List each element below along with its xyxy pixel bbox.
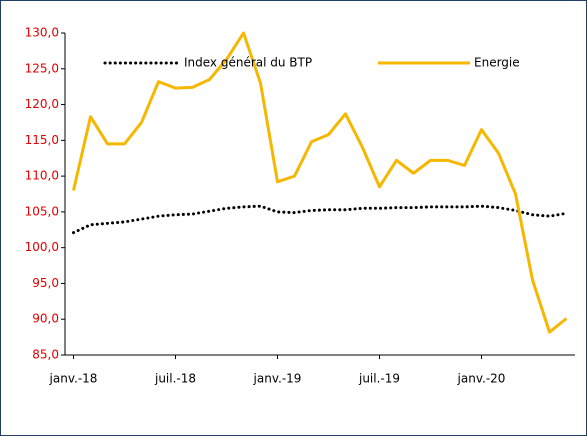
series-line — [72, 204, 568, 235]
y-tick-label: 90,0 — [32, 312, 59, 326]
x-tick-label: janv.-18 — [49, 372, 98, 386]
x-tick-label: juil.-18 — [154, 372, 196, 386]
y-tick-label: 105,0 — [25, 204, 59, 218]
x-tick-label: juil.-19 — [358, 372, 400, 386]
y-tick-label: 110,0 — [25, 169, 59, 183]
y-tick-label: 115,0 — [25, 133, 59, 147]
y-tick-label: 95,0 — [32, 276, 59, 290]
legend-label: Energie — [474, 56, 520, 70]
x-tick-label: janv.-19 — [253, 372, 302, 386]
series-line — [72, 31, 568, 334]
y-tick-label: 100,0 — [25, 240, 59, 254]
legend-label: Index général du BTP — [184, 56, 312, 70]
y-tick-label: 130,0 — [25, 26, 59, 40]
y-tick-label: 125,0 — [25, 61, 59, 75]
y-tick-label: 85,0 — [32, 348, 59, 362]
x-tick-label: janv.-20 — [457, 372, 506, 386]
y-tick-label: 120,0 — [25, 97, 59, 111]
